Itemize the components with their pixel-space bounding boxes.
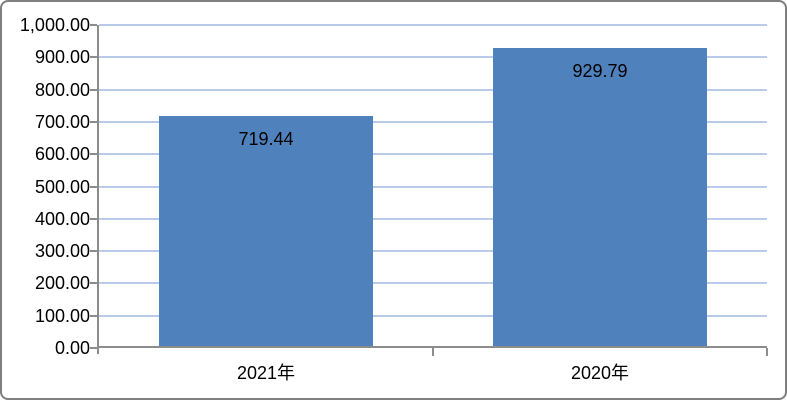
y-axis-tick-label: 0.00 bbox=[54, 338, 90, 358]
y-axis-tick bbox=[90, 282, 97, 285]
y-axis-tick-label: 700.00 bbox=[34, 111, 90, 132]
y-axis-tick bbox=[90, 185, 97, 188]
gridline bbox=[99, 120, 767, 123]
y-axis-tick-label: 500.00 bbox=[34, 176, 90, 197]
y-axis-labels: 0.00 100.00 200.00 300.00 400.00 500.00 600.00… bbox=[2, 2, 90, 398]
plot-area: 719.44 929.79 bbox=[90, 24, 768, 356]
category-label-2021年: 2021年 bbox=[236, 363, 296, 383]
category-label-2020年: 2020年 bbox=[570, 363, 630, 383]
y-axis-tick bbox=[90, 153, 97, 156]
gridline bbox=[99, 88, 767, 91]
gridline bbox=[99, 250, 767, 253]
gridline bbox=[99, 24, 767, 26]
y-axis-tick bbox=[90, 24, 97, 26]
y-axis-tick-label: 100.00 bbox=[34, 305, 90, 326]
y-axis-tick bbox=[90, 347, 97, 349]
x-axis-tick bbox=[432, 348, 434, 356]
x-axis-tick bbox=[766, 348, 768, 356]
bar-2021年: 719.44 bbox=[159, 115, 373, 348]
y-axis-tick bbox=[90, 250, 97, 253]
y-axis-tick-label: 1,000.00 bbox=[19, 15, 90, 35]
gridline bbox=[99, 217, 767, 220]
gridline bbox=[99, 314, 767, 317]
x-axis-line bbox=[99, 346, 767, 348]
y-axis-tick-label: 400.00 bbox=[34, 208, 90, 229]
y-axis-tick bbox=[90, 88, 97, 91]
y-axis-line bbox=[97, 25, 99, 354]
bar-value-label: 929.79 bbox=[572, 60, 628, 81]
y-axis-tick bbox=[90, 217, 97, 220]
bar-2020年: 929.79 bbox=[493, 47, 707, 348]
bar-value-label: 719.44 bbox=[238, 128, 294, 149]
y-axis-tick-label: 600.00 bbox=[34, 144, 90, 165]
y-axis-tick bbox=[90, 120, 97, 123]
y-axis-tick bbox=[90, 314, 97, 317]
y-axis-tick bbox=[90, 56, 97, 59]
gridline bbox=[99, 282, 767, 285]
y-axis-tick-label: 300.00 bbox=[34, 241, 90, 262]
gridline bbox=[99, 185, 767, 188]
gridline bbox=[99, 153, 767, 156]
y-axis-tick-label: 800.00 bbox=[34, 79, 90, 100]
y-axis-tick-label: 200.00 bbox=[34, 273, 90, 294]
gridline bbox=[99, 56, 767, 59]
y-axis-tick-label: 900.00 bbox=[34, 47, 90, 68]
